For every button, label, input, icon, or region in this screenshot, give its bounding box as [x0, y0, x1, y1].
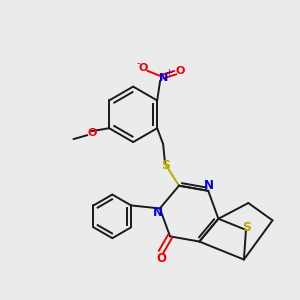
Text: +: + [166, 68, 172, 77]
Text: N: N [158, 73, 168, 83]
Text: N: N [204, 179, 214, 192]
Text: S: S [162, 159, 171, 172]
Text: -: - [136, 58, 140, 68]
Text: O: O [88, 128, 97, 138]
Text: O: O [156, 252, 166, 265]
Text: O: O [139, 63, 148, 73]
Text: N: N [153, 206, 163, 219]
Text: O: O [175, 66, 185, 76]
Text: S: S [242, 221, 251, 234]
